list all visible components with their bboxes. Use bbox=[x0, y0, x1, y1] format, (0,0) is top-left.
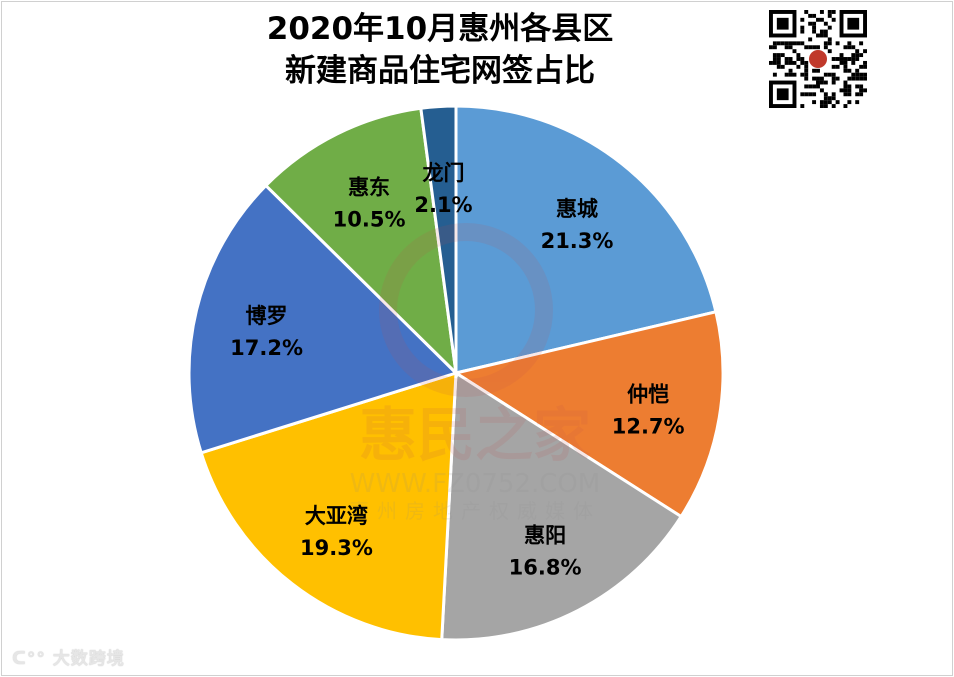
corner-logo-text: 大数跨境 bbox=[52, 649, 125, 669]
watermark: 惠民之家 WWW.FZ0752.COM 惠州房地产权威媒体 bbox=[349, 223, 601, 523]
pie-slice bbox=[452, 310, 725, 519]
title-line-2: 新建商品住宅网签占比 bbox=[285, 53, 595, 89]
pie-slice bbox=[199, 370, 458, 642]
title-line-1: 2020年10月惠州各县区 bbox=[266, 11, 614, 47]
slice-label-value: 19.3% bbox=[300, 536, 373, 560]
slice-label-value: 21.3% bbox=[541, 229, 614, 253]
slice-label-value: 10.5% bbox=[333, 208, 406, 232]
watermark-slogan: 惠州房地产权威媒体 bbox=[349, 499, 601, 523]
slice-label-value: 17.2% bbox=[230, 336, 303, 360]
pie-slice bbox=[187, 183, 459, 455]
slice-label-value: 2.1% bbox=[414, 193, 472, 217]
slice-label-name: 大亚湾 bbox=[305, 504, 368, 528]
pie-slice bbox=[419, 104, 458, 374]
slice-label-value: 12.7% bbox=[612, 415, 685, 439]
slice-label-value: 16.8% bbox=[509, 555, 582, 579]
slice-label-name: 博罗 bbox=[246, 304, 288, 328]
slice-label-name: 龙门 bbox=[422, 161, 464, 185]
watermark-site: WWW.FZ0752.COM bbox=[350, 469, 601, 499]
pie-slice bbox=[454, 104, 718, 375]
watermark-ring bbox=[379, 223, 553, 397]
qr-code-icon bbox=[769, 10, 867, 108]
logo-icon: ᑕ°° bbox=[12, 649, 53, 669]
pie-slice bbox=[263, 106, 459, 378]
watermark-brand: 惠民之家 bbox=[359, 401, 591, 469]
slice-label-name: 仲恺 bbox=[627, 383, 669, 407]
slice-label-name: 惠阳 bbox=[524, 523, 566, 547]
slice-label-name: 惠东 bbox=[348, 176, 390, 200]
pie-slice bbox=[440, 370, 684, 642]
chart-title: 2020年10月惠州各县区 新建商品住宅网签占比 bbox=[200, 8, 680, 92]
corner-logo: ᑕ°° 大数跨境 bbox=[12, 644, 125, 669]
slice-label-name: 惠城 bbox=[556, 197, 598, 221]
